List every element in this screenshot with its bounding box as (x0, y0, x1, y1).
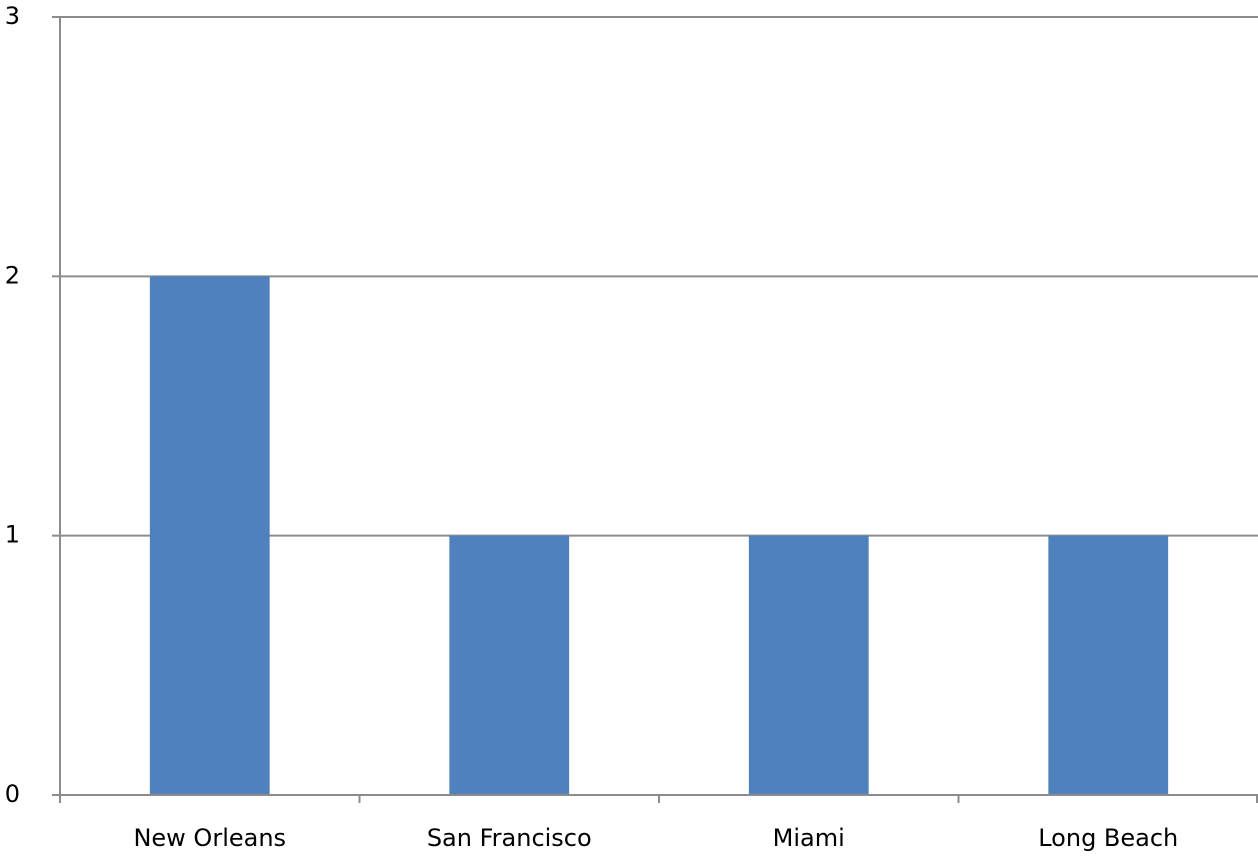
x-tick-label: San Francisco (427, 824, 592, 852)
y-tick-label: 2 (5, 261, 20, 289)
bar (149, 276, 270, 795)
y-tick-label: 3 (5, 2, 20, 30)
x-tick-label: New Orleans (133, 824, 286, 852)
y-tick-label: 1 (5, 521, 20, 549)
bar (748, 535, 869, 795)
y-tick-label: 0 (5, 780, 20, 808)
bar (1048, 535, 1169, 795)
bar (449, 535, 570, 795)
x-tick-label: Miami (773, 824, 845, 852)
x-tick-label: Long Beach (1038, 824, 1178, 852)
